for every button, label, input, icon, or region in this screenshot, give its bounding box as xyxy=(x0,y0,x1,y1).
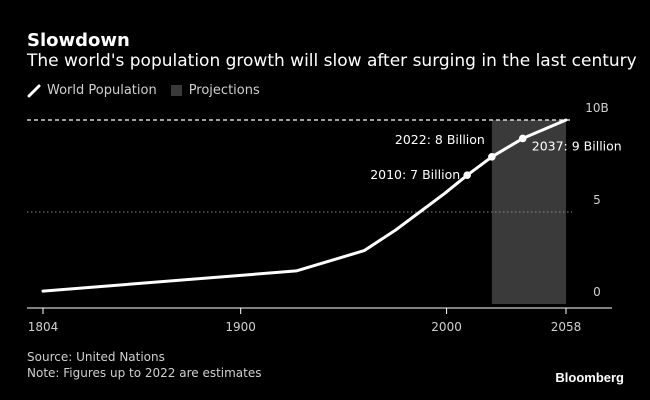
footer: Source: United Nations Note: Figures up … xyxy=(27,349,262,381)
annotation-label-2037: 2037: 9 Billion xyxy=(532,138,622,153)
data-point-2037 xyxy=(518,134,527,143)
chart-title: Slowdown xyxy=(27,30,130,51)
x-tick-label-1804: 1804 xyxy=(28,320,59,334)
source-note: Source: United Nations xyxy=(27,350,165,364)
y-tick-label-5: 5 xyxy=(593,193,601,207)
x-tick-label-2058: 2058 xyxy=(551,320,582,334)
projection-swatch-icon xyxy=(170,85,182,96)
legend-item-world-population: World Population xyxy=(27,83,157,98)
y-tick-label-10: 10B xyxy=(585,101,609,115)
series-line-world-population xyxy=(41,118,568,293)
legend-label-world-population: World Population xyxy=(47,83,157,98)
y-tick-label-0: 0 xyxy=(593,285,601,299)
legend-label-projections: Projections xyxy=(188,83,260,98)
chart-subtitle: The world's population growth will slow … xyxy=(27,51,637,71)
bloomberg-logo: Bloomberg xyxy=(555,370,624,385)
x-tick-label-1900: 1900 xyxy=(225,320,256,334)
legend: World Population Projections xyxy=(27,83,274,98)
annotation-label-2010: 2010: 7 Billion xyxy=(370,167,460,182)
annotation-label-2022: 2022: 8 Billion xyxy=(395,132,485,147)
estimate-note: Note: Figures up to 2022 are estimates xyxy=(27,366,262,380)
data-point-2010 xyxy=(463,171,471,179)
data-point-2022 xyxy=(488,153,496,161)
legend-item-projections: Projections xyxy=(170,83,260,98)
x-tick-label-2000: 2000 xyxy=(431,320,462,334)
line-swatch-icon xyxy=(27,84,41,97)
